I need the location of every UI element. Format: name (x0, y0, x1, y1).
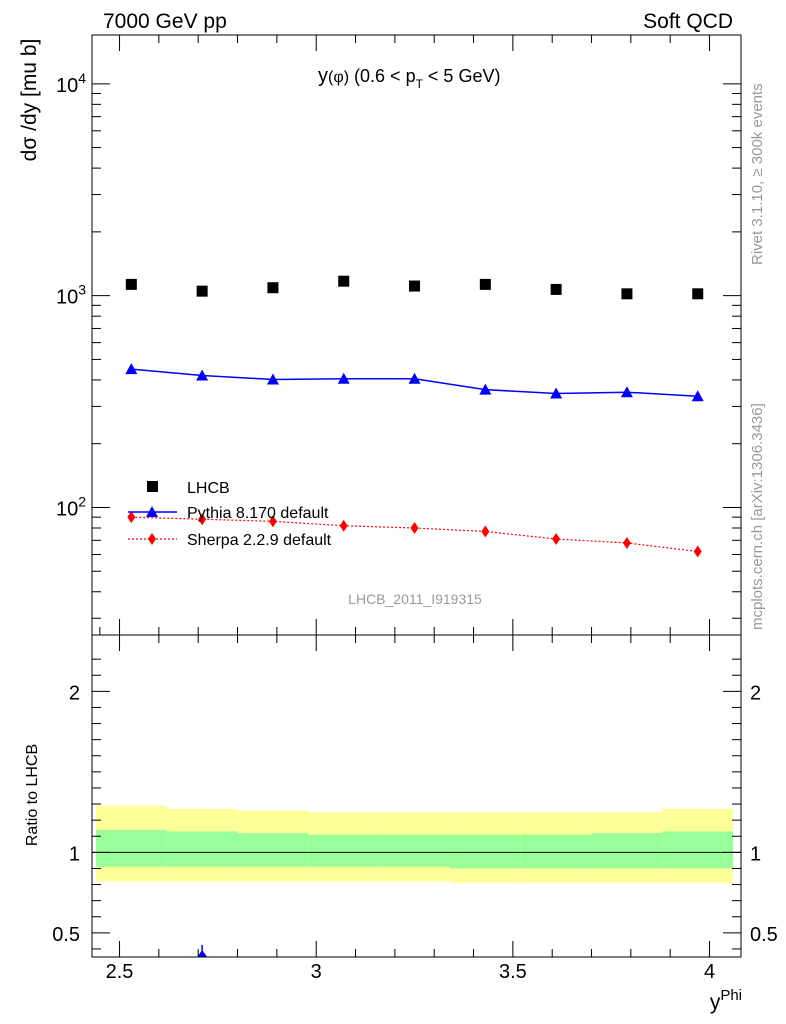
ratio-uncertainty-band-inner (379, 834, 450, 867)
plot-title: y(φ) (0.6 < pT < 5 GeV) (318, 65, 500, 91)
header-right-label: Soft QCD (643, 10, 733, 33)
legend: LHCB Pythia 8.170 default Sherpa 2.2.9 d… (128, 480, 332, 549)
lhcb-data-point (338, 275, 350, 287)
x-axis-label: yPhi (710, 987, 742, 1014)
lhcb-data-point (621, 288, 633, 300)
ratio-uncertainty-band-inner (308, 834, 380, 867)
ratio-y-tick-label-right: 0.5 (750, 924, 778, 946)
ratio-uncertainty-band-inner (237, 833, 309, 867)
legend-item-lhcb: LHCB (147, 480, 230, 497)
ratio-y-tick-label-left: 1 (69, 843, 80, 865)
ratio-uncertainty-band-inner (591, 833, 663, 869)
sherpa-point (339, 519, 348, 532)
pythia-point (691, 390, 704, 402)
sherpa-point (622, 536, 631, 549)
main-y-axis-label: dσ /dy [mu b] (18, 39, 41, 162)
legend-marker-lhcb (147, 481, 158, 492)
legend-label-lhcb: LHCB (187, 480, 230, 497)
legend-label-pythia: Pythia 8.170 default (187, 505, 329, 522)
lhcb-data-point (125, 278, 137, 290)
sherpa-point (268, 515, 277, 528)
mcplots-source-label: mcplots.cern.ch [arXiv:1306.3436] (749, 403, 766, 630)
lhcb-data-point (692, 288, 704, 300)
sherpa-point (552, 532, 561, 545)
main-y-tick-label: 104 (56, 70, 86, 97)
legend-marker-sherpa (148, 533, 156, 545)
pythia-point (550, 387, 563, 399)
sherpa-point (127, 511, 136, 524)
lhcb-data-point (267, 282, 279, 294)
pythia-point (479, 383, 492, 395)
rivet-version-label: Rivet 3.1.10, ≥ 300k events (749, 83, 766, 265)
sherpa-point (481, 525, 490, 538)
sherpa-line (131, 516, 698, 553)
x-tick-label: 4 (704, 961, 715, 983)
x-tick-label: 2.5 (106, 961, 134, 983)
pythia-point (266, 373, 279, 385)
lhcb-data-point (550, 283, 562, 295)
ratio-uncertainty-band-inner (449, 834, 521, 869)
main-y-tick-label: 103 (56, 282, 86, 309)
pythia-point (125, 363, 138, 375)
pythia-offscale-marker (197, 950, 208, 957)
ratio-uncertainty-band-inner (95, 829, 167, 867)
ratio-y-tick-label-left: 2 (69, 682, 80, 704)
ratio-y-tick-label-right: 1 (750, 843, 761, 865)
sherpa-point (410, 521, 419, 534)
sherpa-point (693, 545, 702, 558)
x-tick-label: 3.5 (499, 961, 527, 983)
lhcb-data-point (479, 278, 491, 290)
lhcb-data-point (409, 280, 421, 292)
sherpa-point (198, 513, 207, 526)
analysis-label: LHCB_2011_I919315 (348, 591, 482, 607)
main-panel: dσ /dy [mu b] y(φ) (0.6 < pT < 5 GeV) LH… (18, 34, 742, 636)
ratio-y-tick-label-right: 2 (750, 682, 761, 704)
ratio-plot-frame (91, 634, 742, 958)
pythia-point (620, 386, 633, 398)
ratio-y-tick-label-left: 0.5 (52, 924, 80, 946)
main-y-tick-label: 102 (56, 493, 86, 520)
pythia-point (408, 372, 421, 384)
legend-label-sherpa: Sherpa 2.2.9 default (187, 532, 332, 549)
ratio-uncertainty-band-inner (166, 831, 238, 867)
ratio-uncertainty-band-inner (662, 831, 734, 869)
pythia-point (196, 369, 209, 381)
ratio-y-axis-label: Ratio to LHCB (24, 744, 41, 846)
lhcb-data-point (196, 285, 208, 297)
header-left-label: 7000 GeV pp (103, 10, 227, 33)
ratio-uncertainty-band-inner (520, 834, 592, 869)
ratio-panel: 0.5 0.5 1 1 2 2 2.5 3 3.5 4 Ratio to LHCB yPhi (24, 634, 778, 1014)
legend-marker-pythia (146, 506, 158, 517)
x-tick-label: 3 (311, 961, 322, 983)
legend-item-sherpa: Sherpa 2.2.9 default (128, 532, 332, 549)
pythia-point (337, 372, 350, 384)
legend-item-pythia: Pythia 8.170 default (128, 505, 329, 522)
